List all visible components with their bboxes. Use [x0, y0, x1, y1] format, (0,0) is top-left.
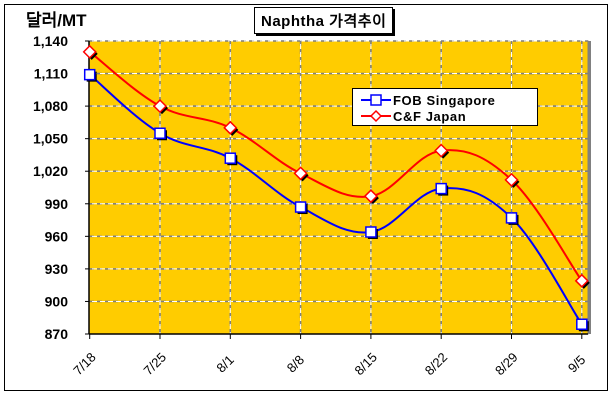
y-tick-label: 870	[45, 326, 69, 342]
data-point-marker	[154, 127, 166, 139]
series-fob-singapore	[83, 68, 589, 332]
y-tick-label: 960	[45, 228, 69, 244]
data-point-marker	[576, 318, 588, 330]
legend-item-cf-japan: C&F Japan	[361, 108, 466, 124]
data-point-marker	[434, 143, 449, 158]
y-tick-label: 1,050	[33, 131, 68, 147]
data-point-marker	[363, 189, 378, 204]
x-tick-label: 8/8	[284, 352, 307, 375]
y-tick-label: 1,020	[33, 163, 68, 179]
y-tick-label: 900	[45, 293, 69, 309]
x-axis-ticks: 7/18 7/25 8/1 8/8 8/15 8/22 8/29 9/5	[70, 334, 588, 378]
x-tick-label: 7/25	[141, 350, 170, 379]
data-point-marker	[83, 68, 96, 81]
square-marker-icon	[361, 94, 391, 106]
chart-title: Naphtha 가격추이	[254, 7, 394, 34]
x-tick-label: 8/22	[422, 350, 451, 379]
x-tick-label: 9/5	[565, 352, 588, 375]
y-axis-ticks: 870 900 930 960 990 1,020 1,050 1,080 1,110 1,140	[33, 33, 89, 342]
y-tick-label: 1,140	[33, 33, 68, 49]
data-point-marker	[365, 226, 377, 238]
data-point-marker	[574, 273, 589, 288]
y-tick-label: 930	[45, 261, 69, 277]
series-group	[82, 44, 590, 332]
series-c-f-japan	[82, 44, 590, 289]
data-point-marker	[294, 201, 307, 213]
diamond-marker-icon	[361, 109, 391, 123]
x-tick-label: 8/1	[213, 352, 236, 375]
data-point-marker	[293, 166, 308, 181]
data-point-marker	[504, 172, 519, 187]
data-point-marker	[224, 152, 237, 164]
legend-label: C&F Japan	[393, 108, 467, 124]
x-tick-label: 7/18	[70, 350, 99, 379]
legend-item-fob-singapore: FOB Singapore	[361, 92, 495, 108]
data-point-marker	[223, 120, 238, 135]
data-point-marker	[505, 212, 518, 224]
x-tick-label: 8/15	[351, 350, 380, 379]
y-tick-label: 1,080	[33, 98, 68, 114]
x-tick-label: 8/29	[492, 350, 521, 379]
data-point-marker	[82, 44, 97, 59]
data-point-marker	[435, 182, 447, 195]
legend-label: FOB Singapore	[393, 92, 496, 108]
axes	[88, 41, 588, 335]
y-tick-label: 990	[45, 196, 69, 212]
legend: FOB Singapore C&F Japan	[352, 88, 538, 126]
data-point-marker	[152, 99, 168, 114]
y-axis-unit-label: 달러/MT	[26, 11, 87, 30]
y-tick-label: 1,110	[34, 66, 68, 82]
